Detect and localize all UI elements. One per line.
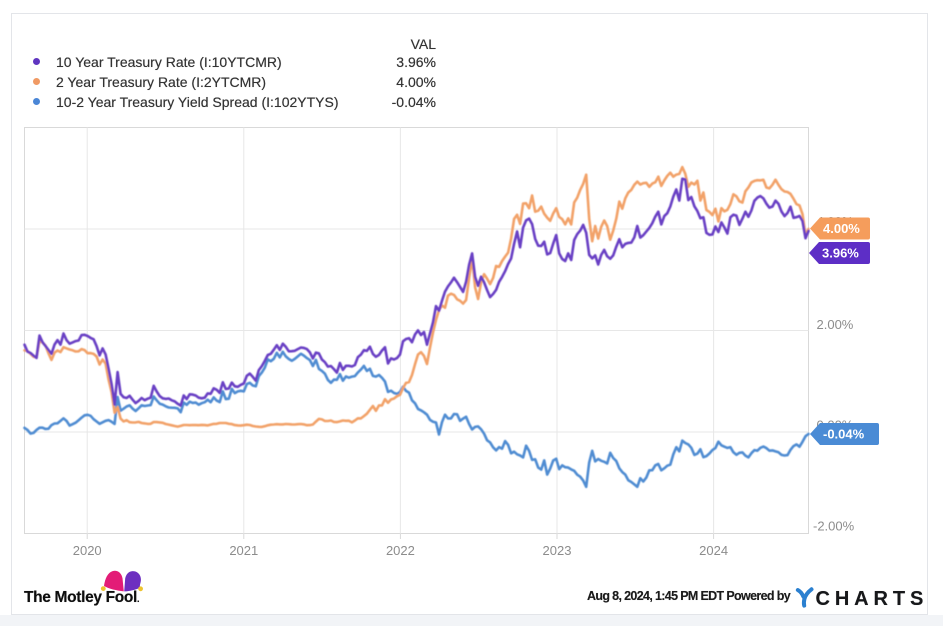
svg-text:2023: 2023: [543, 543, 572, 558]
svg-text:-2.00%: -2.00%: [813, 519, 855, 534]
svg-text:-0.04%: -0.04%: [823, 427, 865, 442]
svg-text:2022: 2022: [386, 543, 415, 558]
svg-text:3.96%: 3.96%: [822, 246, 859, 261]
svg-text:2.00%: 2.00%: [817, 317, 854, 332]
svg-text:4.00%: 4.00%: [823, 221, 860, 236]
svg-text:2021: 2021: [229, 543, 258, 558]
svg-text:2024: 2024: [699, 543, 728, 558]
svg-text:2020: 2020: [73, 543, 102, 558]
